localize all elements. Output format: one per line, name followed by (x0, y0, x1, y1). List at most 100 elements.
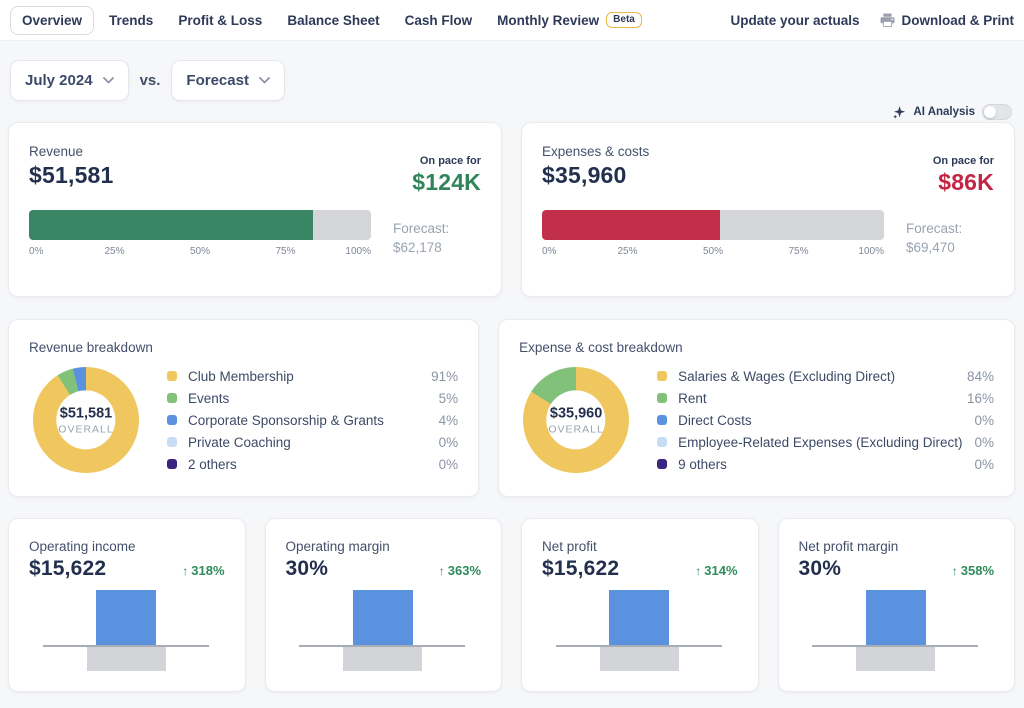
tab-balance-sheet[interactable]: Balance Sheet (287, 12, 380, 28)
mini-bar-chart (29, 590, 225, 674)
metric-title: Operating income (29, 539, 136, 554)
legend-swatch (167, 459, 177, 469)
legend-label: Salaries & Wages (Excluding Direct) (678, 368, 896, 384)
revenue-card: Revenue $51,581 0% 25% 50% 75% 100% On p… (8, 122, 502, 297)
period-dropdown[interactable]: July 2024 (10, 60, 129, 101)
metric-value-row: $15,622 ↑ 318% (29, 557, 225, 581)
actual-bar (865, 590, 926, 645)
tick-label: 100% (345, 246, 371, 257)
metric-value: $15,622 (29, 557, 107, 580)
comparison-bar (86, 647, 166, 671)
tick-label: 50% (189, 246, 211, 257)
compare-dropdown[interactable]: Forecast (171, 60, 285, 101)
legend-swatch (657, 437, 668, 447)
legend-item: Rent 16% (657, 387, 994, 409)
revenue-progress-ticks: 0% 25% 50% 75% 100% (29, 246, 371, 260)
tick-label: 50% (702, 246, 724, 257)
tab-monthly-review[interactable]: Monthly Review Beta (487, 5, 652, 35)
metric-delta: ↑ 363% (439, 563, 481, 578)
legend-percent: 0% (438, 434, 459, 450)
legend-swatch (657, 393, 668, 403)
tick-label: 25% (617, 246, 638, 257)
revenue-progress-fill (29, 210, 313, 240)
mini-bar-chart (542, 590, 738, 674)
actual-bar (96, 590, 157, 645)
expenses-progress-fill (542, 210, 720, 240)
chart-axis-line (299, 645, 466, 647)
revenue-title: Revenue (29, 144, 84, 159)
revenue-card-right: On pace for $124K Forecast: $62,178 (393, 144, 481, 275)
legend-label: Rent (678, 390, 707, 406)
tab-trends[interactable]: Trends (109, 12, 154, 28)
expenses-card-right: On pace for $86K Forecast: $69,470 (906, 144, 994, 275)
legend-item: Salaries & Wages (Excluding Direct) 84% (657, 365, 994, 387)
forecast-text: Forecast: $62,178 (393, 220, 481, 258)
expense-breakdown-title: Expense & cost breakdown (519, 340, 683, 355)
kpi-row: Revenue $51,581 0% 25% 50% 75% 100% On p… (8, 122, 1015, 297)
mini-bar-chart (286, 590, 482, 674)
donut-total-value: $35,960 (549, 404, 603, 421)
donut-total-label: OVERALL (548, 422, 604, 435)
legend-item: Corporate Sponsorship & Grants 4% (167, 409, 458, 431)
legend-item: Club Membership 91% (167, 365, 458, 387)
legend-label: Employee-Related Expenses (Excluding Dir… (678, 434, 963, 450)
revenue-donut-chart: $51,581 OVERALL (33, 367, 139, 473)
legend-swatch (657, 415, 668, 425)
chevron-down-icon (259, 77, 270, 84)
chart-axis-line (42, 645, 209, 647)
legend-percent: 0% (974, 434, 994, 450)
sparkle-icon (892, 105, 906, 119)
compare-dropdown-value: Forecast (186, 72, 249, 89)
expenses-progress-bar (542, 210, 884, 240)
vs-label: vs. (139, 72, 161, 89)
on-pace-label: On pace for (419, 155, 481, 167)
metric-delta: ↑ 358% (952, 563, 994, 578)
metric-delta: ↑ 318% (182, 563, 224, 578)
ai-analysis-toggle[interactable] (982, 104, 1012, 120)
on-pace-value: $86K (938, 169, 994, 195)
legend-percent: 0% (438, 456, 459, 472)
donut-total-label: OVERALL (58, 422, 114, 435)
comparison-bar (343, 647, 423, 671)
legend-percent: 0% (974, 456, 994, 472)
forecast-value: $62,178 (393, 239, 442, 255)
nav-actions: Update your actuals Download & Print (730, 13, 1014, 28)
chart-axis-line (555, 645, 722, 647)
actual-bar (352, 590, 413, 645)
legend-label: Events (188, 390, 230, 406)
breakdown-row: Revenue breakdown $51,581 OVERALL Club M… (8, 319, 1015, 497)
chevron-down-icon (102, 77, 114, 84)
metric-title: Operating margin (285, 539, 390, 554)
expenses-card: Expenses & costs $35,960 0% 25% 50% 75% … (521, 122, 1015, 297)
tick-label: 75% (788, 246, 809, 257)
revenue-breakdown-body: $51,581 OVERALL Club Membership 91% Even… (29, 365, 458, 475)
nav-tabs: Overview Trends Profit & Loss Balance Sh… (10, 5, 652, 35)
ai-analysis-label: AI Analysis (913, 106, 975, 118)
legend-percent: 91% (431, 368, 459, 384)
legend-swatch (167, 371, 177, 381)
legend-swatch (167, 437, 177, 447)
comparison-filter-bar: July 2024 vs. Forecast (10, 60, 1014, 101)
legend-label: Direct Costs (678, 412, 752, 428)
ai-analysis-bar: AI Analysis (12, 103, 1012, 121)
tick-label: 0% (542, 246, 557, 257)
metric-delta: ↑ 314% (695, 563, 737, 578)
legend-item: Employee-Related Expenses (Excluding Dir… (657, 431, 994, 453)
up-arrow-icon: ↑ (182, 564, 189, 578)
tick-label: 25% (104, 246, 125, 257)
update-actuals-button[interactable]: Update your actuals (730, 12, 860, 28)
revenue-breakdown-card: Revenue breakdown $51,581 OVERALL Club M… (8, 319, 480, 497)
revenue-value: $51,581 (29, 162, 114, 188)
tab-cash-flow[interactable]: Cash Flow (404, 12, 473, 28)
legend-swatch (657, 371, 668, 381)
revenue-legend: Club Membership 91% Events 5% Corporate … (167, 365, 458, 475)
legend-item: 2 others 0% (167, 453, 458, 475)
operating-margin-card: Operating margin 30% ↑ 363% (264, 518, 502, 692)
metric-delta-value: 358% (960, 563, 994, 578)
download-print-button[interactable]: Download & Print (880, 13, 1014, 28)
tab-overview[interactable]: Overview (10, 5, 95, 35)
metric-value-row: 30% ↑ 358% (799, 557, 995, 581)
tab-profit-loss[interactable]: Profit & Loss (178, 12, 263, 28)
period-dropdown-value: July 2024 (25, 72, 93, 89)
legend-percent: 16% (966, 390, 994, 406)
